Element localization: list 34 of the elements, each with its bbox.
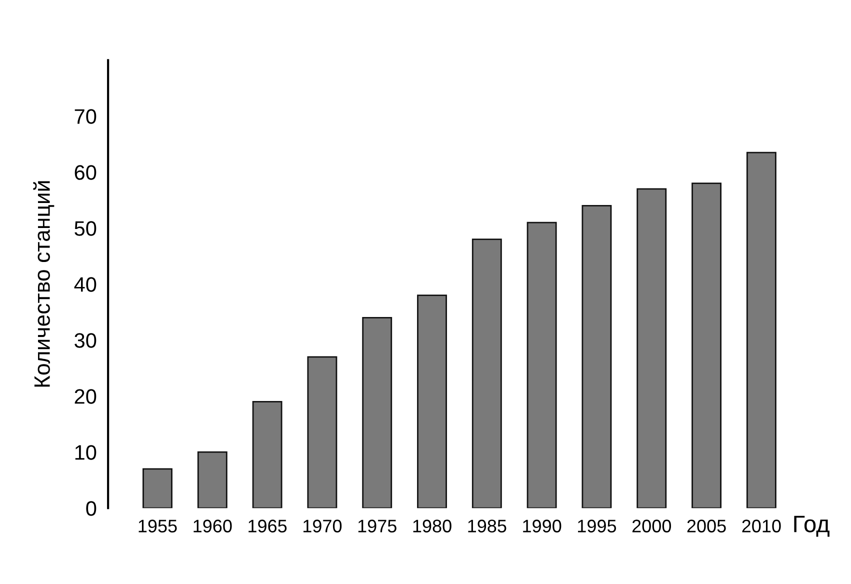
x-axis-title: Год bbox=[794, 516, 830, 537]
x-tick-label: 2000 bbox=[632, 520, 671, 532]
x-tick-label: 1975 bbox=[358, 520, 396, 532]
x-tick-label: 1980 bbox=[413, 520, 452, 532]
y-tick-label: 0 bbox=[86, 501, 96, 516]
bar bbox=[746, 152, 776, 508]
y-axis-title: Количество станций bbox=[33, 181, 54, 387]
x-tick-label: 1970 bbox=[303, 520, 342, 532]
x-tick-label: 1965 bbox=[248, 520, 287, 532]
bar bbox=[417, 294, 447, 508]
y-tick-label: 50 bbox=[74, 221, 96, 236]
bar bbox=[362, 317, 392, 508]
x-tick-label: 1955 bbox=[138, 520, 177, 532]
bar bbox=[636, 188, 667, 508]
x-tick-label: 1960 bbox=[194, 520, 232, 532]
bar bbox=[582, 205, 612, 508]
y-tick-label: 20 bbox=[74, 389, 96, 404]
bar bbox=[252, 401, 282, 508]
bar bbox=[307, 356, 338, 508]
x-tick-label: 1985 bbox=[468, 520, 506, 532]
x-tick-label: 2005 bbox=[687, 520, 726, 532]
y-tick-label: 40 bbox=[74, 277, 96, 292]
x-tick-label: 1990 bbox=[523, 520, 562, 532]
y-tick-label: 70 bbox=[74, 109, 96, 124]
x-tick-label: 2010 bbox=[742, 520, 781, 532]
bar bbox=[142, 468, 172, 508]
bar bbox=[526, 222, 557, 508]
bar bbox=[472, 238, 502, 508]
bar bbox=[692, 182, 722, 508]
y-tick-label: 60 bbox=[74, 165, 96, 180]
y-tick-label: 30 bbox=[74, 333, 96, 348]
y-tick-label: 10 bbox=[75, 445, 96, 460]
bar bbox=[197, 451, 228, 508]
x-tick-label: 1995 bbox=[578, 520, 616, 532]
